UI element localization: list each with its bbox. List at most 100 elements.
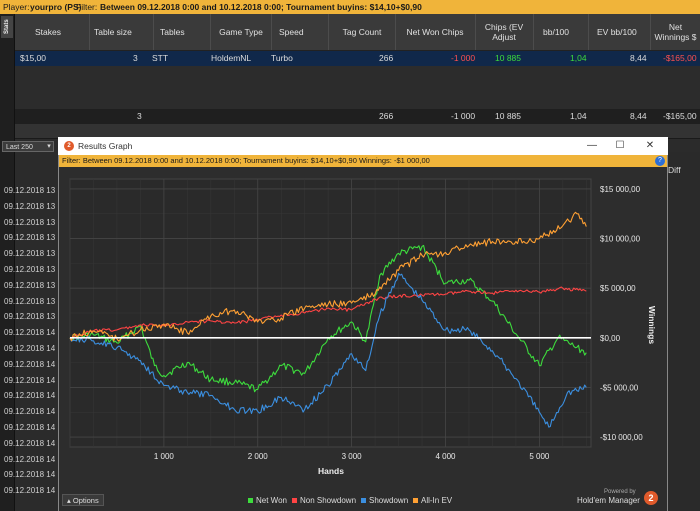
cell-ev-bb-100: 8,44 [630,53,647,63]
y-tick-label: -$10 000,00 [600,433,643,442]
list-item[interactable]: 09.12.2018 14 [4,438,56,448]
chevron-down-icon[interactable]: ▾ [47,143,51,150]
x-tick-label: 3 000 [342,452,363,461]
close-icon[interactable]: ✕ [645,140,655,151]
series-line-showdown [69,272,587,428]
list-item[interactable]: 09.12.2018 14 [4,486,56,496]
list-item[interactable]: 09.12.2018 14 [4,423,56,432]
x-axis-label: Hands [318,466,344,476]
brand-name: Hold'em Manager [577,496,640,505]
cell-net-won-chips: -1 000 [451,53,476,63]
diff-column-header[interactable]: Diff [668,165,681,175]
results-chart: 1 000 2 000 3 000 4 000 5 000 $15 000,00 $10 0… [59,167,667,511]
powered-by-label: Powered by [604,489,636,495]
list-item[interactable]: 09.12.2018 13 [4,312,56,322]
graph-filter-bar: Filter: Between 09.12.2018 0:00 and 10.1… [59,155,667,167]
sum-net-winnings: -$165,00 [663,111,697,121]
summary-row: 3 266 -1 000 10 885 1,04 8,44 -$165,00 [15,109,700,124]
y-tick-label: $10 000,00 [600,235,641,244]
column-header-ev-bb-100[interactable]: EV bb/100 [589,14,651,50]
options-button[interactable]: ▴ Options [62,494,104,506]
list-item[interactable]: 09.12.2018 13 [4,265,56,274]
column-header-game-type[interactable]: Game Type [211,14,272,50]
minimize-icon[interactable]: — [587,140,597,151]
legend-non-showdown[interactable]: Non Showdown [292,496,356,505]
table-row[interactable]: $15,00 3 STT HoldemNL Turbo 266 -1 000 1… [15,51,700,66]
help-icon[interactable]: ? [655,156,665,166]
sum-ev-bb-100: 8,44 [630,111,647,121]
stats-table-header: Stakes Table size Tables Game Type Speed… [15,14,700,51]
list-item[interactable]: 09.12.2018 13 [4,201,56,211]
column-header-stakes[interactable]: Stakes [15,14,90,50]
legend-swatch [413,498,418,504]
list-item[interactable]: 09.12.2018 13 [4,296,56,306]
column-header-tag-count[interactable]: Tag Count [329,14,396,50]
list-item[interactable]: 09.12.2018 14 [4,375,56,385]
legend-swatch [248,498,253,504]
cell-net-winnings: -$165,00 [663,53,697,63]
sum-net-won-chips: -1 000 [451,111,476,121]
legend-swatch [292,498,297,504]
list-item[interactable]: 09.12.2018 13 [4,217,56,227]
last-hands-select[interactable]: Last 250 [2,141,54,152]
filter-text[interactable]: Between 09.12.2018 0:00 and 10.12.2018 0… [100,2,422,12]
graph-filter-text: Filter: Between 09.12.2018 0:00 and 10.1… [62,156,430,165]
list-item[interactable]: 09.12.2018 14 [4,391,56,401]
filter-label: Filter: [76,2,98,12]
y-tick-label: -$5 000,00 [600,383,639,392]
sum-bb-100: 1,04 [570,111,587,121]
chevron-up-icon: ▴ [67,496,73,505]
window-title: Results Graph [78,141,133,151]
cell-bb-100: 1,04 [570,53,587,63]
list-item[interactable]: 09.12.2018 14 [4,454,56,464]
list-item[interactable]: 09.12.2018 14 [4,344,56,353]
column-header-tables[interactable]: Tables [154,14,211,50]
cell-speed: Turbo [271,53,293,63]
column-header-speed[interactable]: Speed [271,14,329,50]
stats-tab[interactable]: Stats [1,16,13,38]
y-tick-label: $5 000,00 [600,284,636,293]
y-axis-label: Winnings [647,306,657,344]
sum-chips-ev: 10 885 [495,111,521,121]
sum-tag-count: 266 [379,111,394,121]
y-tick-label: $0,00 [600,334,621,343]
legend-swatch [361,498,366,504]
list-item[interactable]: 09.12.2018 14 [4,470,56,480]
list-item[interactable]: 09.12.2018 13 [4,186,56,195]
column-header-table-size[interactable]: Table size [90,14,154,50]
list-item[interactable]: 09.12.2018 13 [4,233,56,243]
x-tick-label: 2 000 [248,452,269,461]
legend-all-in-ev[interactable]: All-In EV [413,496,452,505]
column-header-chips-ev-adjusted[interactable]: Chips (EV Adjust [475,14,534,50]
x-tick-label: 1 000 [154,452,175,461]
column-header-net-winnings[interactable]: Net Winnings $ [654,22,697,42]
x-tick-label: 5 000 [529,452,550,461]
maximize-icon[interactable]: ☐ [615,140,625,151]
list-item[interactable]: 09.12.2018 14 [4,407,56,417]
cell-chips-ev: 10 885 [495,53,521,63]
cell-game-type: HoldemNL [211,53,252,63]
left-side-strip [0,14,15,511]
sum-table-size: 3 [137,111,142,121]
legend-showdown[interactable]: Showdown [361,496,408,505]
cell-stakes: $15,00 [20,53,46,63]
right-column-strip [664,152,700,511]
app-logo-icon: 2 [64,141,74,151]
hm2-logo-icon: 2 [644,491,658,505]
column-header-net-won-chips[interactable]: Net Won Chips [395,14,476,50]
series-line-all-in-ev [69,211,587,342]
cell-tag-count: 266 [379,53,394,63]
player-filter-bar: Player: yourpro (PS) Filter: Between 09.… [0,0,700,14]
x-tick-label: 4 000 [435,452,456,461]
player-name: yourpro (PS) [30,2,82,12]
player-label: Player: [3,2,30,12]
column-header-bb-100[interactable]: bb/100 [533,14,589,50]
list-item[interactable]: 09.12.2018 14 [4,359,56,369]
list-item[interactable]: 09.12.2018 13 [4,249,56,259]
table-empty-area [15,66,700,109]
legend-net-won[interactable]: Net Won [248,496,287,505]
window-titlebar[interactable]: Results Graph [58,137,668,155]
list-item[interactable]: 09.12.2018 13 [4,280,56,290]
cell-tables: STT [152,53,169,63]
list-item[interactable]: 09.12.2018 14 [4,328,56,338]
